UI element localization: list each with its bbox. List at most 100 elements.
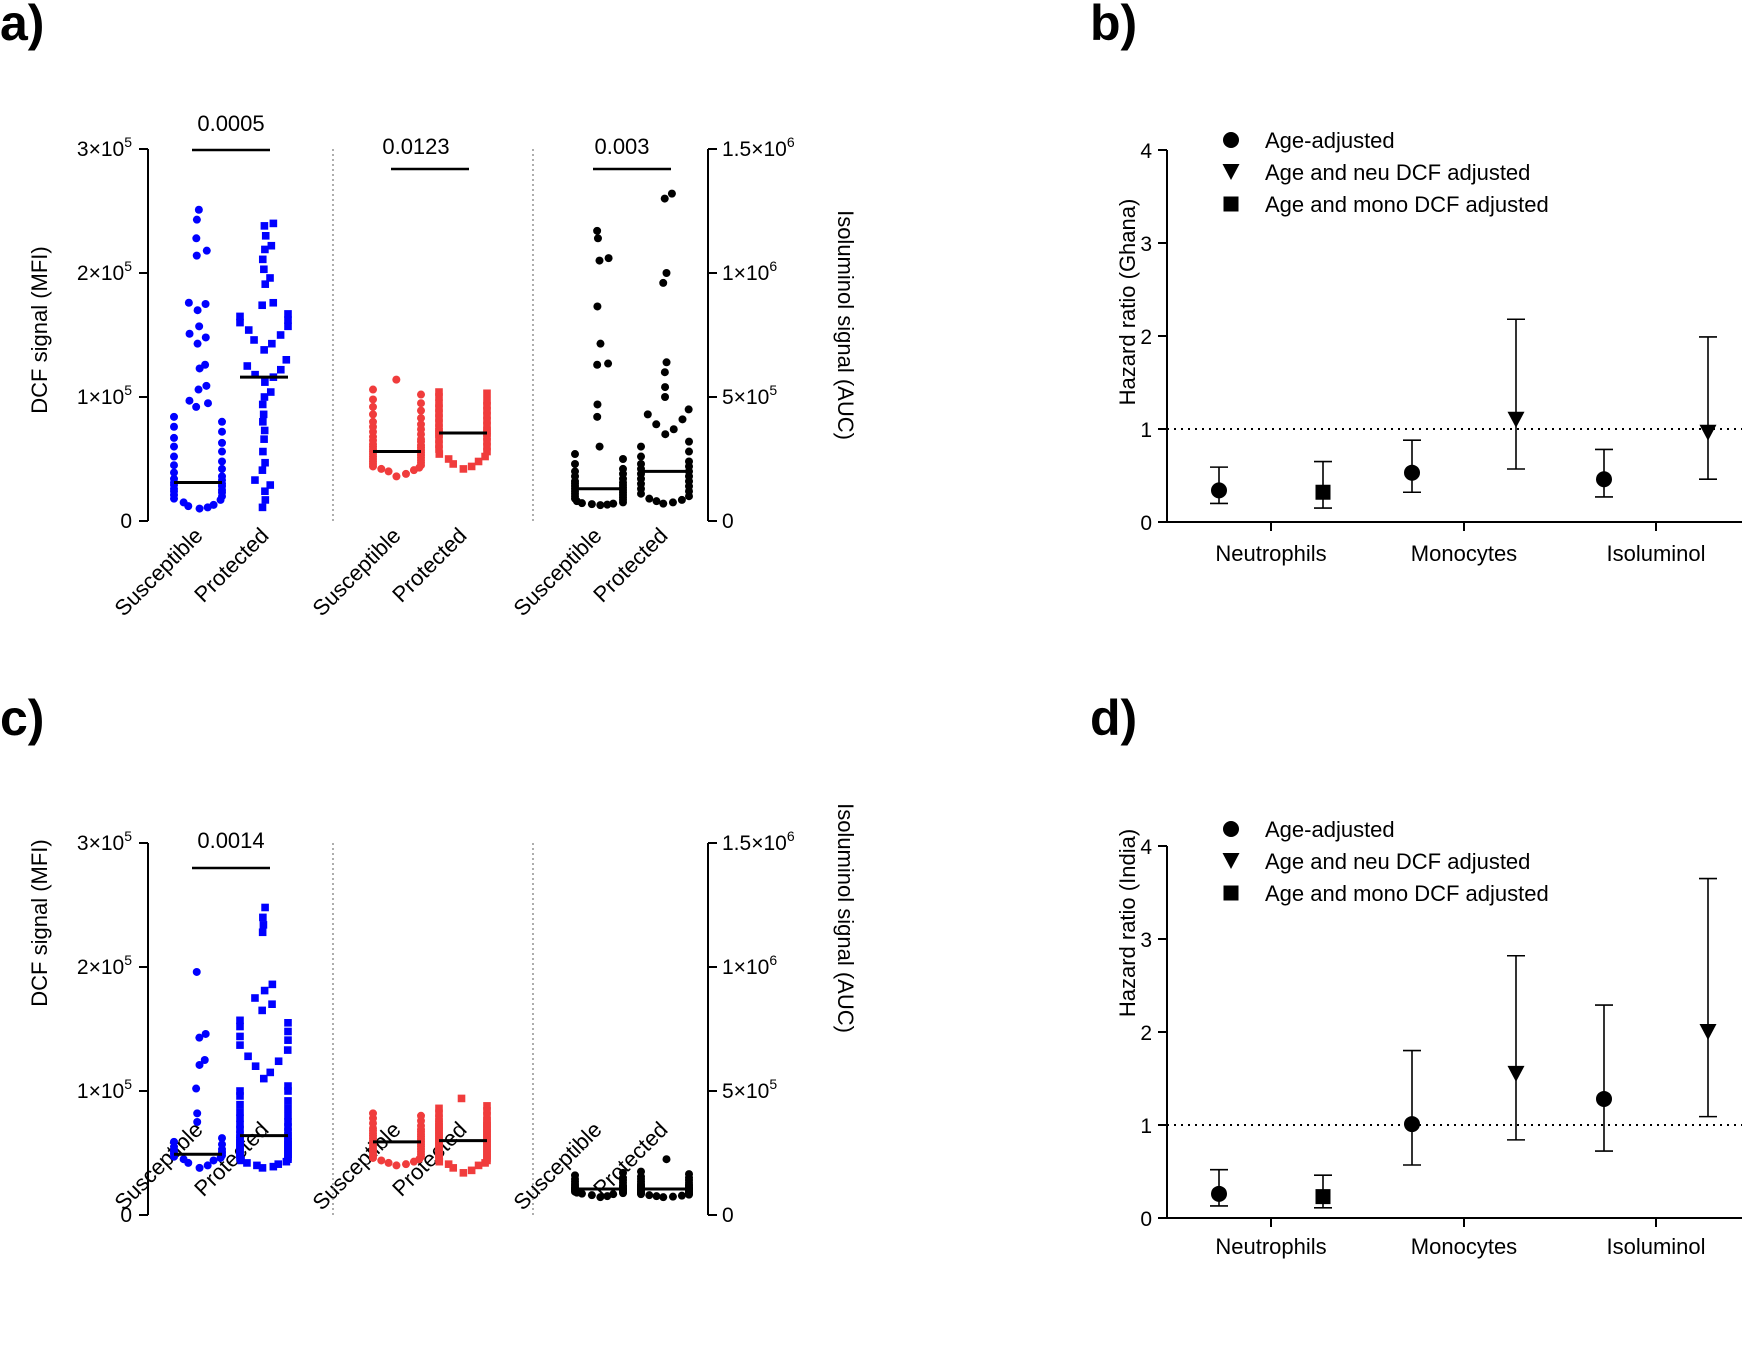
y-axis-label-left: DCF signal (MFI)	[27, 839, 52, 1006]
data-point	[274, 1160, 283, 1168]
data-point	[435, 388, 443, 396]
data-point	[604, 359, 613, 368]
data-point	[392, 1161, 401, 1170]
data-point	[645, 494, 654, 503]
data-point	[661, 393, 670, 401]
y-tick-label-left: 1×105	[77, 1076, 132, 1103]
p-value-label: 0.0123	[382, 134, 449, 159]
data-point	[459, 1169, 468, 1177]
data-point	[401, 469, 410, 478]
data-point	[435, 409, 443, 417]
data-point	[284, 1128, 292, 1136]
y-axis-label-right: Isoluminol signal (AUC)	[833, 210, 858, 440]
legend: Age-adjusted Age and neu DCF adjusted Ag…	[1265, 817, 1549, 906]
data-point	[435, 435, 443, 443]
data-point	[251, 370, 259, 379]
data-point	[587, 1191, 596, 1200]
data-point	[284, 1112, 292, 1120]
data-point	[595, 256, 604, 265]
legend-marker	[1222, 164, 1240, 180]
data-point	[260, 265, 268, 274]
y-tick-label-left: 0	[120, 1204, 132, 1227]
data-point	[267, 241, 276, 250]
panel-b-hazard-plot: Hazard ratio (Ghana) Age-adjusted Age an…	[1115, 128, 1742, 566]
y-tick-label-right: 1.5×106	[722, 828, 795, 855]
hazard-point	[1699, 1024, 1717, 1040]
data-point	[417, 390, 425, 399]
data-point	[195, 1163, 204, 1172]
data-point	[467, 462, 476, 471]
data-point	[669, 425, 678, 434]
data-point	[261, 378, 269, 386]
data-point	[185, 329, 194, 338]
y-tick-label: 3	[1140, 929, 1152, 952]
y-tick-label-left: 2×105	[77, 258, 132, 285]
data-point	[200, 1056, 209, 1064]
y-tick-label-right: 5×105	[722, 382, 777, 409]
hazard-point	[1404, 1116, 1420, 1133]
data-point	[369, 1109, 377, 1118]
data-point	[596, 501, 605, 510]
data-point	[236, 1125, 244, 1134]
data-point	[677, 1191, 686, 1200]
data-point	[201, 1029, 210, 1038]
data-point	[201, 300, 210, 308]
data-point	[609, 499, 618, 508]
data-point	[377, 464, 386, 473]
data-point	[260, 222, 269, 230]
data-point	[283, 1046, 292, 1054]
data-point	[195, 322, 204, 331]
hazard-point	[1596, 471, 1612, 488]
legend-label: Age and neu DCF adjusted	[1265, 160, 1530, 185]
data-point	[659, 499, 668, 508]
data-point	[483, 401, 491, 410]
data-point	[483, 426, 491, 435]
data-point	[236, 1022, 244, 1031]
data-point	[170, 452, 178, 461]
panel-label-a: a)	[0, 0, 44, 51]
data-point	[449, 460, 458, 468]
data-point	[218, 464, 226, 473]
data-point	[260, 426, 269, 435]
data-point	[417, 1111, 425, 1120]
data-point	[236, 312, 244, 321]
hazard-point	[1404, 464, 1420, 481]
data-point	[259, 410, 268, 419]
y-tick-label-left: 3×105	[77, 828, 132, 855]
data-point	[268, 339, 276, 348]
data-point	[236, 1100, 244, 1109]
data-point	[667, 189, 676, 198]
data-point	[435, 1114, 443, 1123]
data-point	[202, 246, 211, 255]
data-point	[192, 967, 201, 976]
data-point	[260, 393, 269, 401]
data-point	[662, 269, 671, 277]
data-point	[201, 333, 210, 342]
panel-label-c: c)	[0, 690, 44, 746]
data-point	[218, 447, 226, 456]
data-point	[593, 302, 602, 311]
data-point	[435, 445, 443, 453]
data-point	[258, 400, 267, 409]
data-point	[193, 1109, 202, 1118]
legend-label: Age and neu DCF adjusted	[1265, 849, 1530, 874]
y-tick-label-left: 0	[120, 510, 132, 533]
data-point	[243, 362, 252, 370]
data-point	[571, 1171, 579, 1180]
data-point	[269, 298, 278, 307]
data-point	[369, 417, 377, 426]
data-point	[685, 447, 693, 456]
data-point	[170, 422, 178, 431]
data-point	[261, 496, 270, 504]
y-tick-label-right: 0	[722, 1204, 734, 1227]
data-point	[253, 1161, 261, 1170]
data-point	[236, 1092, 244, 1100]
legend-marker	[1222, 853, 1240, 869]
data-point	[258, 1164, 267, 1172]
data-point	[260, 986, 269, 995]
data-point	[170, 474, 178, 483]
legend-label: Age-adjusted	[1265, 128, 1395, 153]
data-point	[258, 466, 267, 474]
hazard-point	[1507, 411, 1525, 428]
data-point	[259, 921, 268, 929]
